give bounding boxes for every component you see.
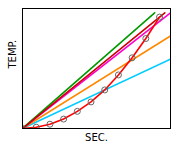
svg-text:TEMP.: TEMP. [7,40,18,70]
svg-text:SEC.: SEC. [85,132,108,143]
